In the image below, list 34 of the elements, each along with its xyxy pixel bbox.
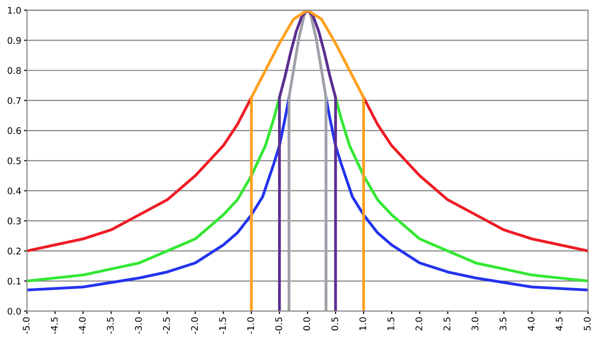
y-tick-label: 0.3 — [8, 218, 21, 224]
x-tick-label: 3.0 — [472, 317, 478, 330]
x-tick-label: -2.5 — [163, 317, 170, 334]
x-tick-label: -4.5 — [50, 317, 58, 334]
y-tick-label: 0.8 — [8, 67, 21, 74]
x-tick-label: 1.5 — [388, 317, 394, 330]
y-tick-label: 0.1 — [8, 278, 21, 285]
x-tick-label: -5.0 — [22, 317, 30, 334]
x-tick-label: 0.5 — [331, 317, 338, 330]
x-tick-label: -3.0 — [134, 317, 142, 334]
x-tick-label: -3.5 — [106, 317, 114, 334]
x-tick-label: 1.0 — [359, 317, 366, 330]
x-tick-label: -2.0 — [191, 317, 198, 334]
y-tick-label: 0.4 — [8, 187, 21, 194]
x-tick-label: 2.5 — [444, 317, 450, 330]
x-tick-label: 4.5 — [556, 317, 563, 331]
x-tick-label: -1.0 — [247, 317, 254, 334]
line-series — [278, 10, 337, 312]
y-tick-label: 0.6 — [8, 127, 21, 134]
y-tick-label: 0.5 — [8, 157, 21, 164]
x-tick-label: 5.0 — [584, 317, 591, 330]
y-tick-label: 1.0 — [8, 6, 21, 14]
y-tick-label: 0.0 — [8, 308, 21, 315]
x-tick-label: -0.5 — [275, 317, 282, 334]
x-tick-label: -4.0 — [78, 317, 86, 334]
y-tick-label: 0.9 — [8, 37, 21, 44]
x-tick-label: -1.5 — [219, 317, 226, 334]
x-tick-label: 4.0 — [528, 317, 535, 331]
y-tick-label: 0.7 — [8, 97, 21, 104]
x-tick-label: 2.0 — [415, 317, 422, 330]
x-tick-label: 3.5 — [500, 317, 506, 330]
x-tick-label: 0.0 — [303, 317, 310, 330]
line-series — [250, 10, 365, 312]
y-tick-label: 0.2 — [8, 248, 21, 254]
